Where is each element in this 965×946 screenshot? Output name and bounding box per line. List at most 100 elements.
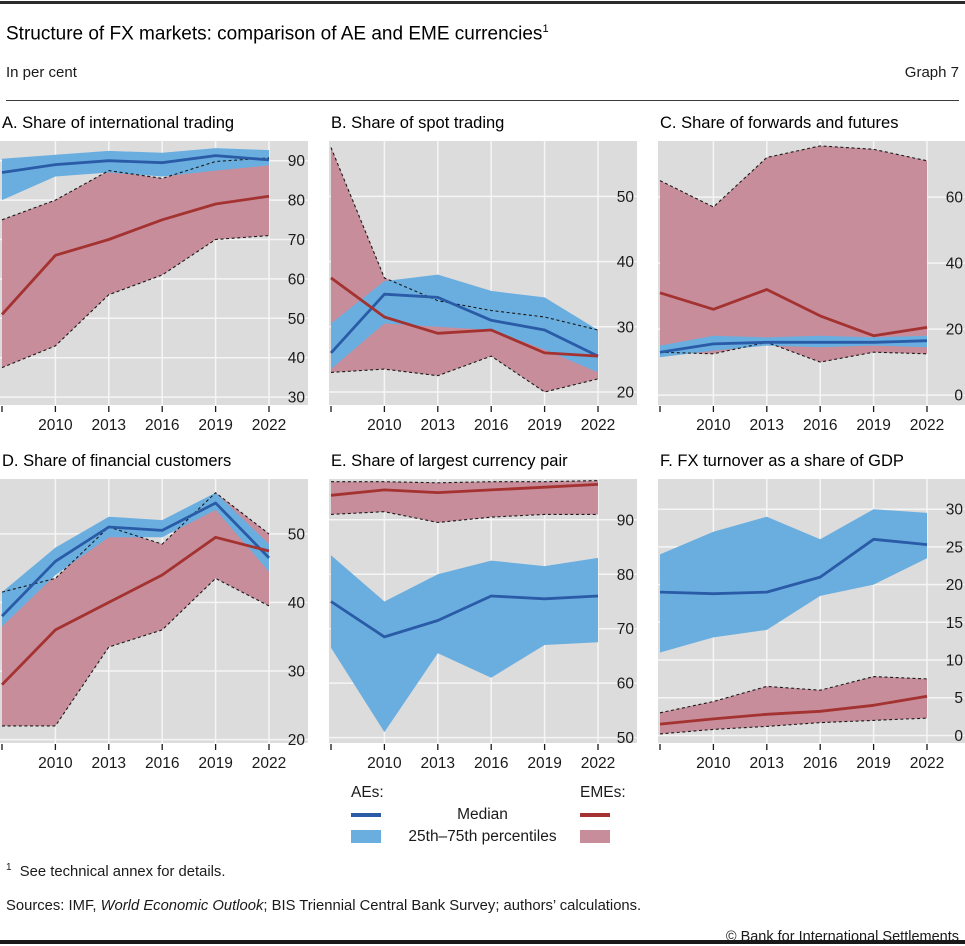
svg-text:40: 40 (288, 595, 306, 612)
svg-text:70: 70 (617, 622, 635, 639)
svg-text:2019: 2019 (198, 755, 232, 772)
panel-c-chart: 0 20 40 60 2010 2013 2016 2019 2022 (658, 141, 965, 434)
svg-text:2010: 2010 (696, 417, 731, 434)
svg-text:2022: 2022 (581, 755, 615, 772)
page-title-footnote-marker: 1 (542, 23, 549, 35)
svg-text:2022: 2022 (252, 417, 286, 434)
svg-text:2022: 2022 (910, 755, 944, 772)
panel-f-chart: 0 5 10 15 20 25 30 2010 2013 2016 2019 2022 (658, 479, 965, 772)
svg-text:2016: 2016 (474, 417, 508, 434)
legend: AEs: EMEs: Median 25th–75th percentiles (0, 783, 965, 846)
panel-b: B. Share of spot trading 20 30 40 50 2010 201… (329, 111, 637, 441)
legend-eme-median-swatch (580, 805, 614, 824)
svg-text:2010: 2010 (367, 417, 402, 434)
page-title-text: Structure of FX markets: comparison of A… (6, 23, 543, 45)
svg-text:40: 40 (946, 256, 964, 273)
svg-text:2016: 2016 (803, 755, 837, 772)
legend-ae-header: AEs: (351, 784, 384, 802)
svg-text:2019: 2019 (527, 417, 561, 434)
panel-e: E. Share of largest currency pair 50 60 70… (329, 449, 637, 779)
svg-text:15: 15 (946, 615, 963, 632)
svg-text:2016: 2016 (803, 417, 837, 434)
svg-text:60: 60 (288, 272, 306, 289)
panel-f: F. FX turnover as a share of GDP 0 5 10 15 2… (658, 449, 965, 779)
panel-a-title: A. Share of international trading (2, 114, 235, 133)
footer: 1 See technical annex for details. Sourc… (0, 859, 965, 946)
svg-text:2010: 2010 (38, 755, 73, 772)
footnote: 1 See technical annex for details. (6, 859, 959, 881)
svg-text:30: 30 (288, 664, 306, 681)
svg-text:50: 50 (617, 189, 635, 206)
footnote-text: See technical annex for details. (19, 864, 226, 881)
svg-text:2019: 2019 (856, 417, 890, 434)
svg-text:20: 20 (946, 322, 964, 339)
sources-suffix: ; BIS Triennial Central Bank Survey; aut… (263, 898, 642, 915)
header: Structure of FX markets: comparison of A… (0, 0, 965, 102)
legend-median-label: Median (457, 806, 508, 824)
svg-text:30: 30 (617, 320, 635, 337)
header-divider (6, 100, 959, 102)
sources-italic: World Economic Outlook (100, 898, 264, 915)
svg-text:2016: 2016 (474, 755, 508, 772)
panel-f-title: F. FX turnover as a share of GDP (660, 452, 904, 471)
panel-b-title: B. Share of spot trading (331, 114, 505, 133)
svg-text:2013: 2013 (750, 755, 784, 772)
panel-d-title: D. Share of financial customers (2, 452, 232, 471)
panel-b-chart: 20 30 40 50 2010 2013 2016 2019 2022 (329, 141, 637, 434)
panel-d-chart: 20 30 40 50 2010 2013 2016 2019 2022 (0, 479, 308, 772)
sources-line: Sources: IMF, World Economic Outlook; BI… (6, 897, 959, 915)
panel-d: D. Share of financial customers 20 30 40 50… (0, 449, 308, 779)
svg-text:50: 50 (288, 311, 306, 328)
legend-ae-median-swatch (351, 805, 385, 824)
svg-text:2016: 2016 (145, 755, 179, 772)
svg-text:20: 20 (946, 577, 964, 594)
panel-e-title: E. Share of largest currency pair (331, 452, 568, 471)
svg-text:2016: 2016 (145, 417, 179, 434)
panel-a: A. Share of international trading 30 40 50… (0, 111, 308, 441)
svg-text:2013: 2013 (421, 755, 455, 772)
svg-text:20: 20 (288, 732, 306, 749)
svg-text:5: 5 (954, 691, 963, 708)
svg-text:2019: 2019 (198, 417, 232, 434)
svg-text:0: 0 (954, 728, 963, 745)
legend-ae-band-swatch (351, 827, 385, 846)
svg-text:2022: 2022 (910, 417, 944, 434)
svg-text:0: 0 (954, 388, 963, 405)
sources-prefix: Sources: IMF, (6, 898, 101, 915)
svg-text:20: 20 (617, 385, 635, 402)
svg-text:25: 25 (946, 540, 963, 557)
svg-text:2019: 2019 (856, 755, 890, 772)
svg-text:40: 40 (617, 254, 635, 271)
svg-text:2010: 2010 (367, 755, 402, 772)
svg-text:50: 50 (617, 730, 635, 747)
svg-text:2013: 2013 (421, 417, 455, 434)
svg-text:2013: 2013 (92, 417, 126, 434)
panel-c: C. Share of forwards and futures 0 20 40 60… (658, 111, 965, 441)
svg-text:60: 60 (617, 676, 635, 693)
svg-text:2022: 2022 (252, 755, 286, 772)
svg-text:80: 80 (288, 193, 306, 210)
graph-number-label: Graph 7 (904, 64, 959, 82)
svg-text:50: 50 (288, 527, 306, 544)
panel-c-title: C. Share of forwards and futures (660, 114, 899, 133)
svg-text:2010: 2010 (38, 417, 73, 434)
units-label: In per cent (6, 64, 77, 82)
footnote-marker: 1 (6, 862, 12, 874)
legend-eme-header: EMEs: (580, 784, 626, 802)
svg-text:80: 80 (617, 567, 635, 584)
svg-text:90: 90 (617, 513, 635, 530)
svg-text:10: 10 (946, 653, 964, 670)
top-rule (0, 1, 965, 4)
svg-text:2022: 2022 (581, 417, 615, 434)
svg-text:90: 90 (288, 154, 306, 171)
panel-e-chart: 50 60 70 80 90 2010 2013 2016 2019 2022 (329, 479, 637, 772)
panels-grid: A. Share of international trading 30 40 50… (0, 111, 965, 779)
svg-text:60: 60 (946, 190, 964, 207)
legend-band-label: 25th–75th percentiles (408, 828, 557, 846)
page-title: Structure of FX markets: comparison of A… (6, 16, 959, 47)
svg-text:2013: 2013 (750, 417, 784, 434)
svg-text:30: 30 (946, 502, 964, 519)
svg-text:30: 30 (288, 390, 306, 407)
bottom-rule (0, 940, 965, 944)
